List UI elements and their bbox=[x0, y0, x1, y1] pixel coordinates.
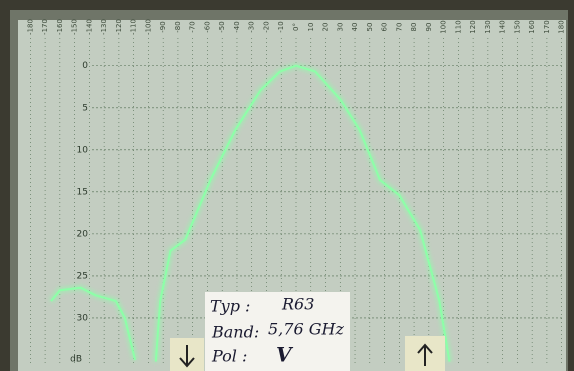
x-tick-label: -140 bbox=[85, 19, 93, 35]
card-text: Band: bbox=[211, 323, 259, 342]
x-tick-label: 80 bbox=[410, 23, 418, 32]
x-tick-label: 50 bbox=[366, 23, 374, 32]
card-text: Typ : bbox=[210, 297, 250, 316]
x-tick-label: 0° bbox=[292, 23, 300, 31]
x-tick-label: 150 bbox=[513, 20, 521, 33]
down-arrow bbox=[179, 345, 195, 368]
trace bbox=[50, 64, 451, 362]
x-tick-label: -170 bbox=[41, 19, 49, 35]
y-tick-label: 15 bbox=[77, 187, 88, 197]
x-tick-label: -40 bbox=[233, 21, 241, 32]
x-tick-label: 30 bbox=[336, 23, 344, 32]
x-tick-label: -100 bbox=[144, 19, 152, 35]
y-axis-label: dB bbox=[70, 355, 82, 365]
y-tick-label: 5 bbox=[82, 103, 88, 113]
x-tick-label: -10 bbox=[277, 21, 285, 32]
y-tick-label: 30 bbox=[77, 313, 89, 323]
x-tick-label: 130 bbox=[484, 20, 492, 33]
card-text: 5,76 GHz bbox=[268, 320, 344, 339]
y-tick-label: 0 bbox=[82, 61, 88, 71]
x-tick-label: -80 bbox=[174, 21, 182, 32]
y-tick-label: 20 bbox=[77, 229, 89, 239]
y-tick-label: 10 bbox=[77, 145, 89, 155]
card-text: V bbox=[276, 343, 294, 367]
x-tick-label: 160 bbox=[528, 20, 536, 33]
x-tick-label: 40 bbox=[351, 23, 359, 32]
x-tick-label: -180 bbox=[26, 19, 34, 35]
x-tick-label: 70 bbox=[395, 23, 403, 32]
x-tick-label: -50 bbox=[218, 21, 226, 32]
card-text: R63 bbox=[281, 295, 314, 314]
y-tick-label: 25 bbox=[77, 271, 88, 281]
card-text: Pol : bbox=[211, 347, 247, 366]
x-tick-label: -120 bbox=[115, 19, 123, 35]
x-tick-label: -20 bbox=[262, 21, 270, 32]
x-tick-label: 20 bbox=[322, 23, 330, 32]
x-tick-label: -60 bbox=[203, 21, 211, 32]
x-tick-label: 180 bbox=[558, 20, 566, 33]
up-arrow bbox=[417, 343, 433, 366]
x-tick-label: -110 bbox=[130, 19, 138, 35]
x-tick-label: -160 bbox=[56, 19, 64, 35]
x-tick-label: 140 bbox=[499, 20, 507, 33]
x-tick-label: -30 bbox=[248, 21, 256, 32]
label-card bbox=[205, 292, 350, 371]
x-tick-label: -90 bbox=[159, 21, 167, 32]
x-tick-label: 100 bbox=[440, 20, 448, 33]
x-tick-label: 170 bbox=[543, 20, 551, 33]
x-tick-label: 110 bbox=[454, 20, 462, 33]
x-tick-label: 60 bbox=[381, 23, 389, 32]
x-tick-label: -130 bbox=[100, 19, 108, 35]
x-tick-label: -150 bbox=[71, 19, 79, 35]
x-tick-label: 90 bbox=[425, 23, 433, 32]
x-tick-label: -70 bbox=[189, 21, 197, 32]
x-tick-label: 10 bbox=[307, 23, 315, 32]
x-tick-label: 120 bbox=[469, 20, 477, 33]
